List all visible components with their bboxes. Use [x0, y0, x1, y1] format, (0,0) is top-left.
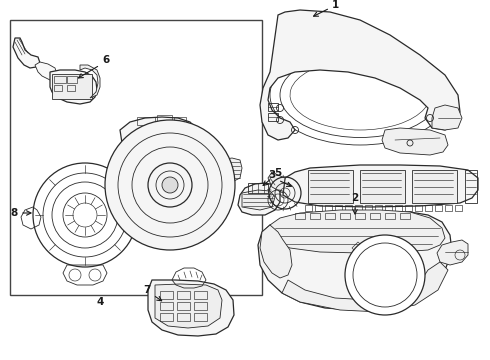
- Bar: [375, 205, 382, 211]
- Text: 2: 2: [351, 193, 359, 203]
- Polygon shape: [242, 190, 275, 210]
- Bar: [340, 213, 350, 219]
- Bar: [174, 117, 186, 125]
- Bar: [355, 205, 362, 211]
- Bar: [415, 205, 422, 211]
- Bar: [194, 313, 207, 321]
- Bar: [248, 183, 268, 193]
- Bar: [325, 213, 335, 219]
- Bar: [455, 205, 462, 211]
- Bar: [412, 170, 457, 203]
- Text: 8: 8: [10, 208, 18, 218]
- Bar: [465, 170, 477, 203]
- Bar: [370, 213, 380, 219]
- Bar: [137, 117, 155, 125]
- Polygon shape: [437, 240, 468, 265]
- Bar: [295, 213, 305, 219]
- Polygon shape: [268, 172, 285, 193]
- Bar: [160, 313, 173, 321]
- Bar: [160, 302, 173, 310]
- Polygon shape: [282, 262, 448, 312]
- Bar: [345, 205, 352, 211]
- Polygon shape: [13, 38, 40, 68]
- Text: 1: 1: [331, 0, 339, 10]
- Bar: [395, 205, 402, 211]
- Text: 6: 6: [102, 55, 110, 65]
- Polygon shape: [35, 62, 57, 80]
- Text: 4: 4: [97, 297, 104, 307]
- Text: 5: 5: [274, 168, 282, 178]
- Bar: [305, 205, 312, 211]
- Polygon shape: [283, 165, 478, 207]
- Bar: [177, 291, 190, 299]
- Bar: [67, 76, 77, 83]
- Bar: [160, 291, 173, 299]
- Polygon shape: [50, 70, 97, 104]
- Bar: [308, 170, 353, 203]
- Bar: [54, 85, 62, 91]
- Bar: [325, 205, 332, 211]
- Bar: [425, 205, 432, 211]
- Bar: [177, 302, 190, 310]
- Bar: [194, 291, 207, 299]
- Bar: [157, 115, 172, 123]
- Bar: [360, 170, 405, 203]
- Bar: [194, 302, 207, 310]
- Text: 7: 7: [143, 285, 151, 295]
- Polygon shape: [432, 105, 462, 130]
- Bar: [435, 205, 442, 211]
- Bar: [177, 313, 190, 321]
- Circle shape: [345, 235, 425, 315]
- Polygon shape: [207, 158, 242, 183]
- Bar: [310, 213, 320, 219]
- Bar: [445, 205, 452, 211]
- Bar: [355, 213, 365, 219]
- Polygon shape: [148, 280, 234, 336]
- Bar: [335, 205, 342, 211]
- Polygon shape: [260, 10, 460, 140]
- Bar: [385, 213, 395, 219]
- Circle shape: [105, 120, 235, 250]
- Circle shape: [162, 177, 178, 193]
- Polygon shape: [258, 212, 452, 310]
- Bar: [268, 103, 278, 111]
- Bar: [268, 113, 278, 121]
- Polygon shape: [382, 128, 448, 155]
- Bar: [385, 205, 392, 211]
- Polygon shape: [270, 210, 445, 253]
- Polygon shape: [155, 284, 222, 328]
- Bar: [10, 20, 262, 295]
- Text: 3: 3: [269, 170, 275, 180]
- Bar: [365, 205, 372, 211]
- Bar: [315, 205, 322, 211]
- Bar: [405, 205, 412, 211]
- Polygon shape: [238, 183, 280, 215]
- Bar: [67, 85, 75, 91]
- Polygon shape: [80, 65, 100, 98]
- Polygon shape: [120, 117, 200, 157]
- Bar: [54, 76, 66, 83]
- Polygon shape: [260, 225, 292, 278]
- Bar: [52, 74, 92, 99]
- Bar: [400, 213, 410, 219]
